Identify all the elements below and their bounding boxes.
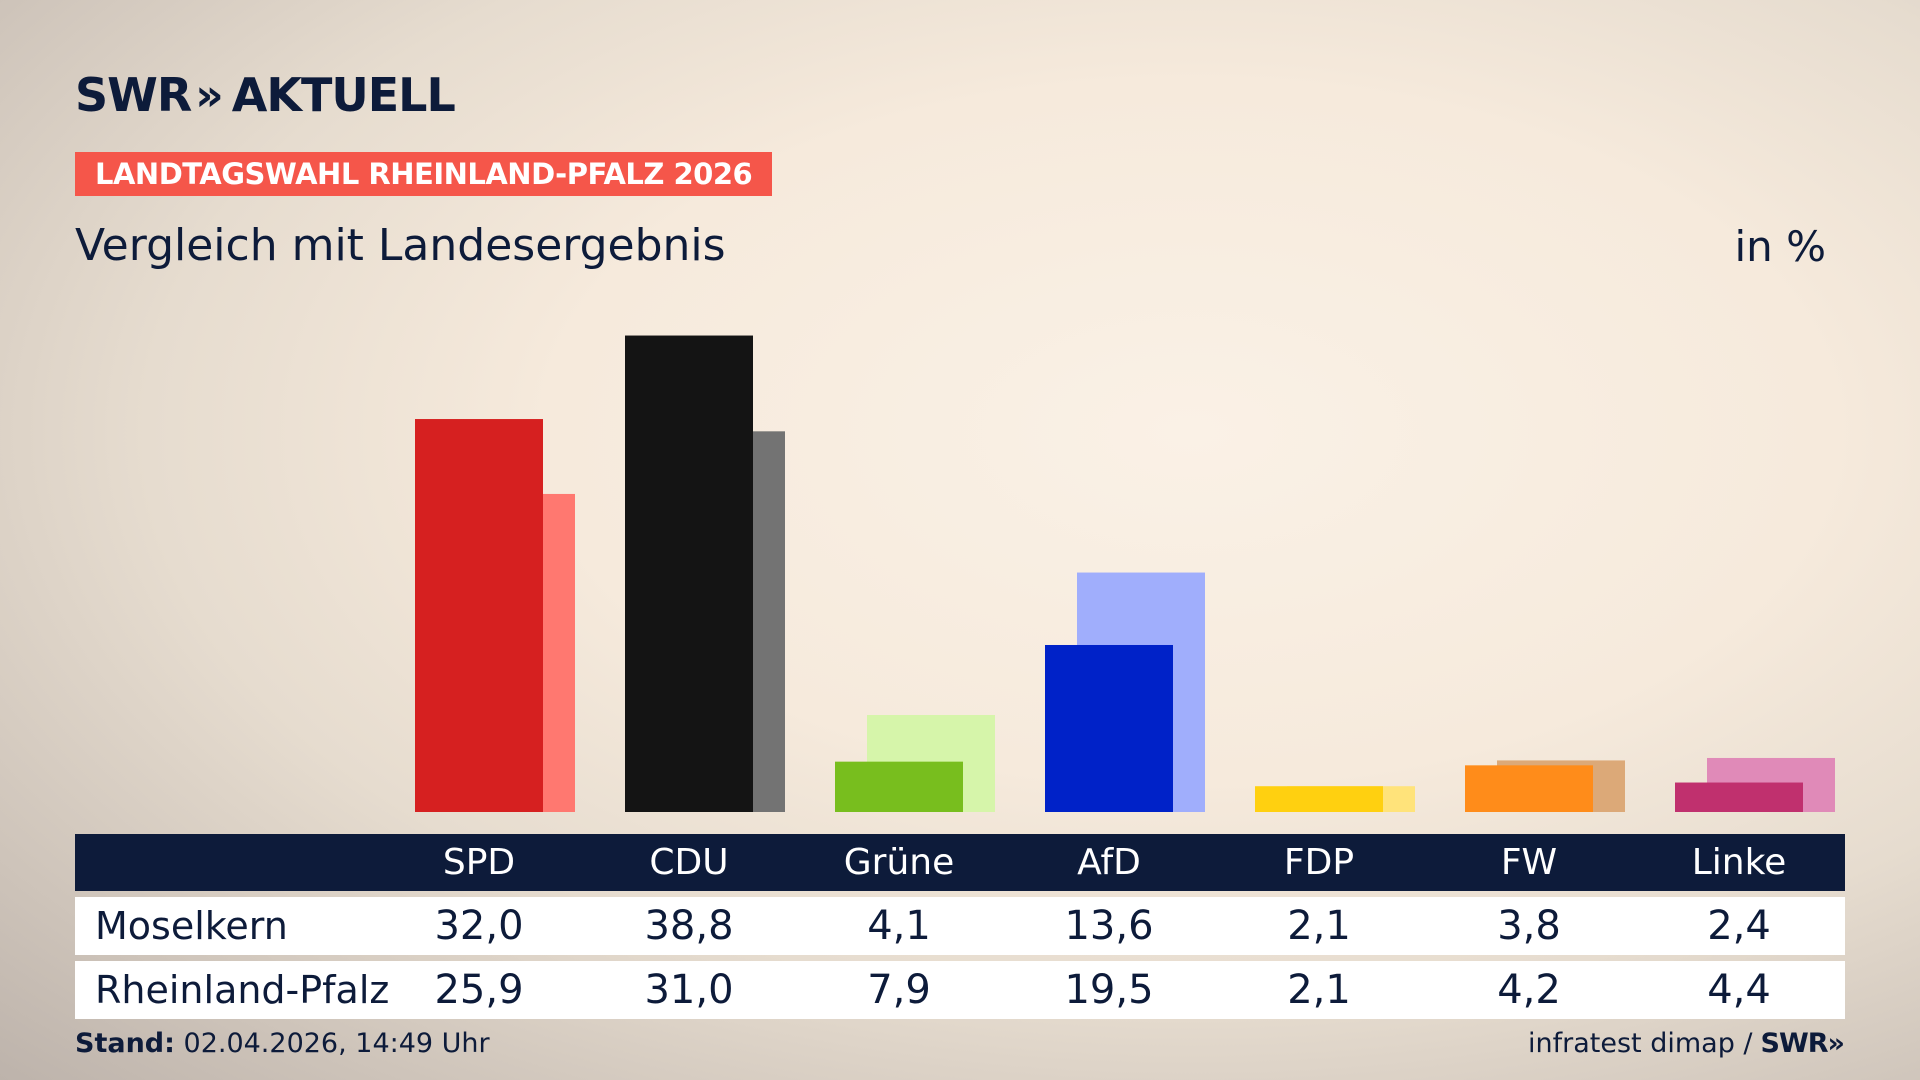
category-label-spd: SPD bbox=[442, 842, 516, 883]
value-label-fw: 3,8 bbox=[1497, 903, 1561, 949]
bar-rheinland-pfalz-fdp bbox=[1287, 786, 1415, 812]
value-label-cdu: 31,0 bbox=[644, 967, 734, 1013]
value-label-spd: 32,0 bbox=[434, 903, 524, 949]
bar-rheinland-pfalz-fw bbox=[1497, 760, 1625, 812]
source-credit: infratest dimap / SWR» bbox=[1528, 1028, 1845, 1059]
bar-moselkern-spd bbox=[415, 419, 543, 812]
bar-rheinland-pfalz-linke bbox=[1707, 757, 1835, 812]
value-label-fdp: 2,1 bbox=[1287, 967, 1351, 1013]
category-label-afd: AfD bbox=[1077, 842, 1141, 883]
value-label-spd: 25,9 bbox=[434, 967, 524, 1013]
value-label-linke: 4,4 bbox=[1707, 967, 1771, 1013]
value-label-linke: 2,4 bbox=[1707, 903, 1771, 949]
value-label-cdu: 38,8 bbox=[644, 903, 734, 949]
value-label-afd: 19,5 bbox=[1064, 967, 1154, 1013]
table-header-row: SPD CDU Grüne AfD FDP FW Linke bbox=[75, 834, 1845, 891]
row-label: Rheinland-Pfalz bbox=[95, 968, 390, 1012]
bar-moselkern-afd bbox=[1045, 644, 1173, 812]
category-label-gr-ne: Grüne bbox=[843, 842, 955, 883]
source-text: infratest dimap / bbox=[1528, 1028, 1753, 1059]
bar-rheinland-pfalz-gr-ne bbox=[867, 714, 995, 812]
logo-aktuell-text: AKTUELL bbox=[231, 68, 456, 122]
bar-moselkern-fdp bbox=[1255, 786, 1383, 812]
bar-moselkern-linke bbox=[1675, 782, 1803, 812]
chart-subtitle: Vergleich mit Landesergebnis bbox=[75, 220, 726, 271]
category-label-fw: FW bbox=[1500, 842, 1558, 883]
stand-value: 02.04.2026, 14:49 Uhr bbox=[183, 1028, 490, 1059]
logo-chevrons-icon: » bbox=[195, 69, 224, 121]
value-label-fdp: 2,1 bbox=[1287, 903, 1351, 949]
row-label: Moselkern bbox=[95, 904, 288, 948]
swr-mini-logo: SWR» bbox=[1760, 1028, 1845, 1059]
value-label-gr-ne: 7,9 bbox=[867, 967, 931, 1013]
table-row-rheinland-pfalz: Rheinland-Pfalz 25,9 31,0 7,9 19,5 2,1 4,2 4,4 bbox=[75, 961, 1845, 1019]
bar-rheinland-pfalz-cdu bbox=[657, 431, 785, 812]
election-badge: LANDTAGSWAHL RHEINLAND-PFALZ 2026 bbox=[75, 152, 773, 196]
bar-moselkern-gr-ne bbox=[835, 761, 963, 812]
bar-moselkern-cdu bbox=[625, 335, 753, 812]
value-label-afd: 13,6 bbox=[1064, 903, 1154, 949]
category-label-cdu: CDU bbox=[649, 842, 729, 883]
results-table: SPD CDU Grüne AfD FDP FW Linke Moselkern 32,0 3… bbox=[75, 834, 1845, 1019]
stand-label: Stand: bbox=[75, 1028, 175, 1059]
category-label-linke: Linke bbox=[1691, 842, 1787, 883]
table-row-moselkern: Moselkern 32,0 38,8 4,1 13,6 2,1 3,8 2,4 bbox=[75, 897, 1845, 955]
category-label-fdp: FDP bbox=[1283, 842, 1355, 883]
value-label-fw: 4,2 bbox=[1497, 967, 1561, 1013]
bar-rheinland-pfalz-spd bbox=[447, 493, 575, 812]
swr-aktuell-logo: SWR » AKTUELL bbox=[75, 68, 456, 122]
unit-label: in % bbox=[1734, 222, 1826, 271]
bar-rheinland-pfalz-afd bbox=[1077, 572, 1205, 812]
logo-swr-text: SWR bbox=[75, 68, 192, 122]
stand-timestamp: Stand: 02.04.2026, 14:49 Uhr bbox=[75, 1028, 490, 1059]
value-label-gr-ne: 4,1 bbox=[867, 903, 931, 949]
bar-moselkern-fw bbox=[1465, 765, 1593, 812]
